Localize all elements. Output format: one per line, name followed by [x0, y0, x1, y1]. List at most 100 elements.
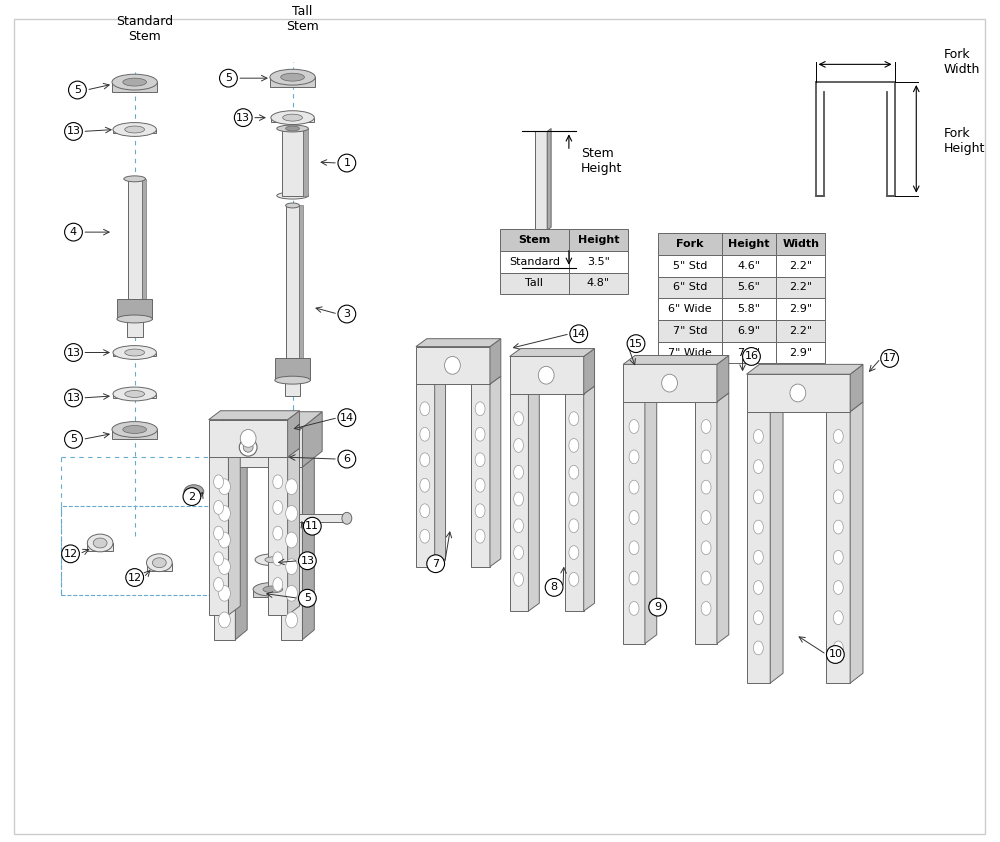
- Polygon shape: [209, 457, 228, 615]
- Text: 2.2": 2.2": [789, 326, 812, 336]
- Circle shape: [65, 344, 82, 361]
- Polygon shape: [529, 256, 553, 268]
- Text: 7.0": 7.0": [737, 348, 760, 358]
- Ellipse shape: [270, 69, 315, 85]
- Ellipse shape: [273, 500, 283, 514]
- Polygon shape: [113, 353, 156, 356]
- Ellipse shape: [753, 490, 763, 504]
- Ellipse shape: [286, 532, 298, 548]
- Ellipse shape: [445, 356, 460, 374]
- Bar: [658, 320, 722, 342]
- Polygon shape: [747, 412, 770, 683]
- Polygon shape: [695, 402, 717, 643]
- Bar: [500, 251, 569, 273]
- Polygon shape: [623, 355, 729, 365]
- Polygon shape: [565, 394, 584, 611]
- Ellipse shape: [253, 583, 293, 596]
- Text: 2.2": 2.2": [789, 261, 812, 270]
- Ellipse shape: [701, 450, 711, 464]
- Circle shape: [126, 568, 144, 586]
- Bar: [569, 229, 628, 251]
- Ellipse shape: [273, 552, 283, 566]
- Ellipse shape: [243, 442, 253, 452]
- Circle shape: [183, 488, 201, 505]
- Circle shape: [826, 646, 844, 663]
- Ellipse shape: [214, 526, 223, 540]
- Polygon shape: [302, 457, 314, 640]
- Circle shape: [338, 154, 356, 172]
- Ellipse shape: [420, 402, 430, 416]
- Polygon shape: [286, 205, 299, 359]
- Ellipse shape: [219, 585, 230, 601]
- Polygon shape: [584, 386, 595, 611]
- Ellipse shape: [147, 554, 172, 572]
- Polygon shape: [584, 349, 595, 394]
- Polygon shape: [533, 244, 549, 256]
- Circle shape: [427, 555, 445, 573]
- Polygon shape: [490, 338, 501, 384]
- Polygon shape: [112, 429, 157, 440]
- Circle shape: [298, 552, 316, 570]
- Polygon shape: [303, 129, 308, 195]
- Ellipse shape: [753, 460, 763, 473]
- Ellipse shape: [514, 546, 523, 559]
- Ellipse shape: [214, 552, 223, 566]
- Polygon shape: [717, 355, 729, 402]
- Bar: [658, 276, 722, 298]
- Text: 9: 9: [654, 602, 661, 612]
- Ellipse shape: [753, 610, 763, 625]
- Text: 13: 13: [66, 393, 80, 403]
- Ellipse shape: [286, 585, 298, 601]
- Ellipse shape: [833, 490, 843, 504]
- Ellipse shape: [112, 422, 157, 437]
- Ellipse shape: [286, 505, 298, 521]
- Ellipse shape: [833, 581, 843, 594]
- Ellipse shape: [569, 573, 579, 586]
- Ellipse shape: [475, 453, 485, 466]
- Polygon shape: [747, 365, 863, 374]
- Ellipse shape: [240, 429, 256, 447]
- Text: Fork: Fork: [676, 239, 704, 249]
- Text: 7: 7: [432, 559, 439, 568]
- Circle shape: [298, 589, 316, 607]
- Polygon shape: [253, 589, 293, 597]
- Text: 4: 4: [70, 227, 77, 237]
- Text: 16: 16: [744, 351, 758, 361]
- Ellipse shape: [125, 391, 145, 397]
- Bar: [776, 276, 825, 298]
- Text: Tall
Stem: Tall Stem: [286, 5, 319, 33]
- Ellipse shape: [701, 419, 711, 434]
- Ellipse shape: [475, 478, 485, 493]
- Bar: [658, 298, 722, 320]
- Ellipse shape: [125, 349, 145, 356]
- Polygon shape: [826, 412, 850, 683]
- Polygon shape: [293, 514, 347, 522]
- Ellipse shape: [833, 641, 843, 655]
- Text: 12: 12: [128, 573, 142, 583]
- Ellipse shape: [113, 387, 156, 401]
- Ellipse shape: [263, 586, 283, 593]
- Polygon shape: [285, 380, 300, 396]
- Ellipse shape: [629, 541, 639, 555]
- Bar: [722, 342, 776, 364]
- Circle shape: [881, 349, 899, 367]
- Polygon shape: [235, 457, 247, 640]
- Circle shape: [65, 223, 82, 241]
- Bar: [776, 342, 825, 364]
- Polygon shape: [288, 448, 299, 615]
- Bar: [776, 320, 825, 342]
- Circle shape: [69, 81, 86, 99]
- Polygon shape: [282, 129, 303, 195]
- Ellipse shape: [701, 541, 711, 555]
- Polygon shape: [623, 365, 717, 402]
- Circle shape: [220, 69, 237, 87]
- Ellipse shape: [214, 500, 223, 514]
- Ellipse shape: [255, 554, 291, 566]
- Bar: [776, 255, 825, 276]
- Polygon shape: [147, 562, 172, 571]
- Polygon shape: [547, 129, 551, 230]
- Polygon shape: [435, 376, 446, 567]
- Text: Fork
Width: Fork Width: [944, 48, 980, 77]
- Ellipse shape: [265, 557, 281, 562]
- Ellipse shape: [569, 466, 579, 479]
